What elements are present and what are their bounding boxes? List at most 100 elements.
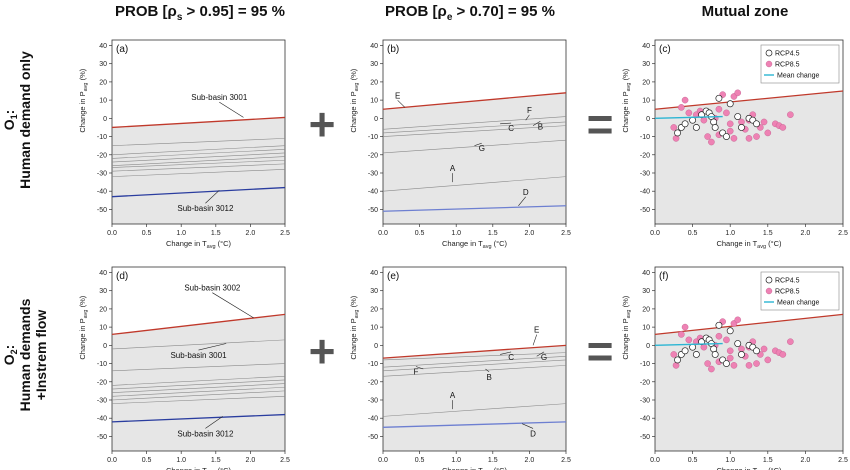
series-line xyxy=(111,152,286,163)
y-axis-label: Change in Pavg (%) xyxy=(78,295,89,359)
series-line xyxy=(111,145,286,156)
x-tick-label: 2.5 xyxy=(280,230,290,237)
row-title-2: O2: Human demands +Instrem flow xyxy=(1,298,49,411)
series-line xyxy=(382,121,567,134)
y-tick-label: 20 xyxy=(370,306,378,313)
x-tick-label: 2.0 xyxy=(801,230,811,237)
series-line xyxy=(111,413,286,423)
y-tick-label: -30 xyxy=(368,170,378,177)
y-tick-label: 20 xyxy=(642,79,650,86)
y-tick-label: 30 xyxy=(642,288,650,295)
y-tick-label: -10 xyxy=(640,134,650,141)
series-line xyxy=(111,339,286,350)
annotation-leader xyxy=(397,100,406,108)
x-tick-label: 1.5 xyxy=(488,457,498,464)
series-line xyxy=(111,186,286,198)
rcp85-point xyxy=(787,111,794,118)
y-tick-label: -20 xyxy=(368,152,378,159)
series-line xyxy=(382,125,567,137)
y-tick-label: 10 xyxy=(642,98,650,105)
x-tick-label: 2.0 xyxy=(246,230,256,237)
series-line xyxy=(382,176,567,192)
y-tick-label: 20 xyxy=(99,306,107,313)
series-line xyxy=(382,92,567,110)
rcp85-point xyxy=(764,129,772,137)
x-tick-label: 1.5 xyxy=(488,230,498,237)
y-tick-label: -40 xyxy=(368,189,378,196)
series-line xyxy=(654,313,844,336)
series-line xyxy=(382,355,567,368)
rcp45-point xyxy=(698,338,706,346)
x-tick-label: 1.0 xyxy=(176,230,186,237)
y-tick-label: 10 xyxy=(370,325,378,332)
plot-frame xyxy=(111,39,286,225)
panel-2: 0.0 0.5 1.0 1.5 2.0 2.5 40 30 20 10 0 -10 -20 -30 -40 -… xyxy=(349,39,571,250)
rcp45-point xyxy=(753,347,760,355)
svg-text:Human demands: Human demands xyxy=(17,298,33,411)
y-tick-label: -10 xyxy=(368,134,378,141)
legend-rcp85-label: RCP8.5 xyxy=(775,289,800,296)
svg-text:+Instrem flow: +Instrem flow xyxy=(33,310,49,401)
x-tick-label: 2.5 xyxy=(838,230,848,237)
rcp45-point xyxy=(722,133,730,141)
plot-frame xyxy=(111,266,286,452)
rcp85-point xyxy=(726,354,734,362)
x-tick-label: 1.5 xyxy=(763,457,773,464)
rcp85-point xyxy=(704,133,711,140)
series-line xyxy=(111,313,286,336)
series-line xyxy=(111,156,286,167)
rcp45-point xyxy=(681,347,689,355)
rcp85-point xyxy=(715,105,723,113)
x-tick-label: 0.5 xyxy=(415,457,425,464)
rcp85-point xyxy=(734,316,742,324)
x-tick-label: 1.0 xyxy=(725,230,735,237)
legend-mean-label: Mean change xyxy=(777,73,820,80)
y-axis-label: Change in Pavg (%) xyxy=(621,68,632,132)
shaded-region xyxy=(383,345,566,451)
x-tick-label: 1.5 xyxy=(211,457,221,464)
annotation-leader xyxy=(532,334,538,346)
equals-operator-2: = xyxy=(587,325,614,377)
rcp85-point xyxy=(753,360,760,367)
legend-rcp45-marker xyxy=(765,276,773,284)
rcp85-point xyxy=(670,124,678,131)
rcp85-point xyxy=(779,351,787,358)
plus-operator-1: + xyxy=(309,98,336,150)
annotation-label: D xyxy=(523,188,529,197)
annotation-leader xyxy=(525,114,530,121)
y-tick-label: 20 xyxy=(642,306,650,313)
equals-operator-1: = xyxy=(587,98,614,150)
x-axis-label: Change in Tavg (°C) xyxy=(442,239,508,250)
legend-rcp85-marker xyxy=(765,287,773,295)
svg-text:O1:: O1: xyxy=(1,110,19,131)
series-line xyxy=(111,169,286,177)
y-tick-label: -50 xyxy=(368,207,378,214)
annotation-leader xyxy=(212,292,255,319)
y-tick-label: -20 xyxy=(640,152,650,159)
y-tick-label: 40 xyxy=(370,270,378,277)
rcp45-point xyxy=(715,321,723,329)
series-line xyxy=(382,139,567,154)
annotation-leader xyxy=(485,368,490,373)
annotation-label: C xyxy=(508,353,514,362)
x-tick-label: 1.5 xyxy=(211,230,221,237)
plot-frame xyxy=(654,39,844,225)
legend-rcp45-marker xyxy=(765,49,773,57)
panel-label: (b) xyxy=(387,44,399,55)
y-tick-label: 0 xyxy=(103,116,107,123)
y-tick-label: 30 xyxy=(99,288,107,295)
rcp85-point xyxy=(734,89,742,97)
y-tick-label: 30 xyxy=(642,61,650,68)
x-tick-label: 1.0 xyxy=(451,230,461,237)
y-tick-label: -40 xyxy=(97,189,107,196)
y-tick-label: -50 xyxy=(97,434,107,441)
series-line xyxy=(111,379,286,390)
y-tick-label: 10 xyxy=(99,98,107,105)
series-line xyxy=(111,383,286,394)
annotation-leader xyxy=(205,190,220,204)
annotation-label: C xyxy=(508,124,514,133)
series-line xyxy=(111,159,286,168)
rcp85-point xyxy=(726,120,734,128)
y-tick-label: -40 xyxy=(97,416,107,423)
rcp85-point xyxy=(708,365,715,373)
